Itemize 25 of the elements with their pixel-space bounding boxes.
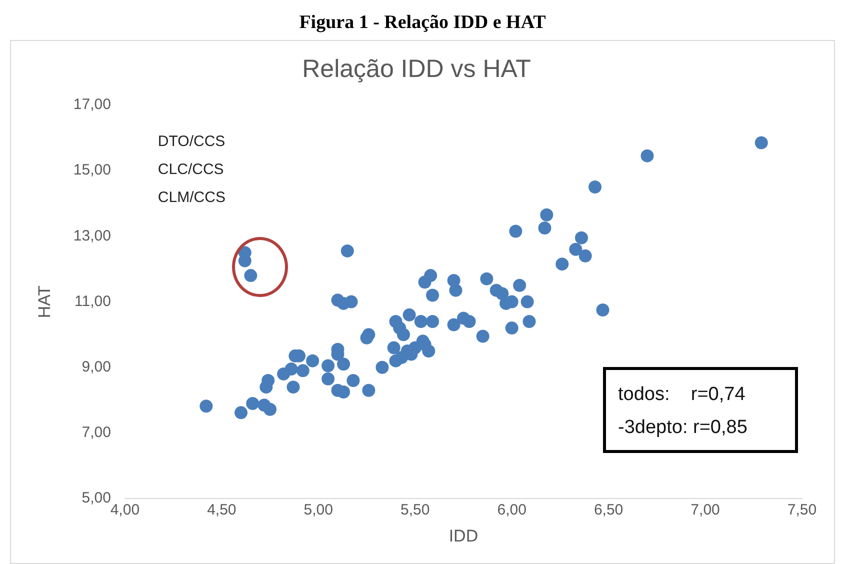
x-tick-label: 7,00 <box>690 502 720 519</box>
y-tick-label: 11,00 <box>74 292 111 310</box>
y-tick-label: 5,00 <box>82 490 111 507</box>
x-tick-label: 4,00 <box>110 502 140 519</box>
annotation: todos: r=0,74 <box>618 383 746 407</box>
chart-subtitle: Relação IDD vs HAT <box>302 54 531 83</box>
x-tick-label: 6,50 <box>594 502 624 519</box>
x-tick-label: 6,00 <box>497 502 526 519</box>
y-tick-label: 17,00 <box>73 96 111 114</box>
annotation: CLC/CCS <box>158 161 224 178</box>
annotation: CLM/CCS <box>158 189 226 206</box>
x-tick-label: 7,50 <box>787 502 817 519</box>
x-axis-title: IDD <box>448 526 478 546</box>
annotation: -3depto: r=0,85 <box>618 416 748 440</box>
y-tick-label: 9,00 <box>82 358 111 376</box>
y-axis-title: HAT <box>34 285 54 318</box>
chart-title: Figura 1 - Relação IDD e HAT <box>298 12 547 34</box>
x-tick-label: 5,50 <box>400 502 430 519</box>
annotation: DTO/CCS <box>158 133 226 150</box>
text-frame: todos: r=0,74 -3depto: r=0,85 <box>603 367 798 453</box>
y-tick-label: 13,00 <box>73 227 111 244</box>
x-tick-label: 5,00 <box>304 502 333 519</box>
y-tick-label: 15,00 <box>73 162 111 179</box>
x-tick-label: 4,50 <box>207 502 236 519</box>
y-tick-label: 7,00 <box>82 424 111 442</box>
